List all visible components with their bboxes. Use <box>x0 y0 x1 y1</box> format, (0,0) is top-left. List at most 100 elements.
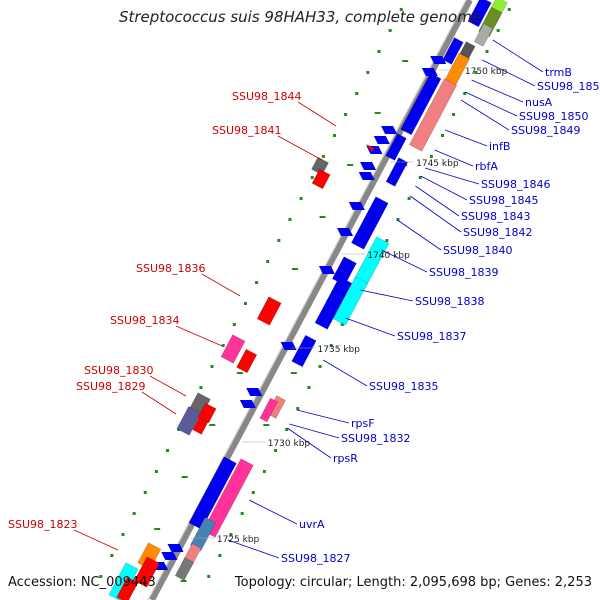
gene-blue <box>363 196 389 226</box>
gene-slateblue <box>176 406 202 436</box>
gene-label: uvrA <box>299 518 325 531</box>
track-dot <box>396 218 400 221</box>
leader-line <box>322 359 368 387</box>
leader-line-left <box>277 135 323 161</box>
forward-arrow <box>167 544 184 552</box>
gene-salmon-body <box>408 78 458 152</box>
leader-line <box>492 39 544 73</box>
track-dot <box>299 197 303 200</box>
gene-label: SSU98_1852 <box>537 80 600 93</box>
forward-arrow <box>358 172 375 180</box>
track-dot <box>229 533 233 536</box>
small-red-marker <box>366 144 374 152</box>
track-dot <box>221 344 225 347</box>
forward-arrow <box>381 126 398 134</box>
track-dot <box>210 365 214 368</box>
forward-arrow <box>421 68 438 76</box>
track-dot <box>166 449 170 452</box>
gene-cyan <box>332 276 369 326</box>
track-dot <box>266 260 270 263</box>
track-dot <box>318 365 322 368</box>
gene-blue-body <box>351 218 377 250</box>
gene-label-left: SSU98_1823 <box>8 518 78 531</box>
gene-gray <box>311 156 329 176</box>
gene-red <box>236 348 258 374</box>
track-dot <box>288 218 292 221</box>
gene-gray-body <box>311 156 329 176</box>
gene-label: SSU98_1832 <box>341 432 411 445</box>
leader-line <box>415 185 460 217</box>
leader-line <box>465 91 518 117</box>
gene-label: SSU98_1849 <box>511 124 581 137</box>
leader-line <box>409 195 462 233</box>
track-dot <box>255 281 259 284</box>
genome-title: Streptococcus suis 98HAH33, complete gen… <box>118 8 482 26</box>
track-dash <box>319 216 326 218</box>
gene-blue <box>314 276 353 330</box>
gene-red-body <box>311 168 331 190</box>
gene-red-body <box>197 402 217 424</box>
track-dot <box>332 134 336 137</box>
track-dot <box>418 176 422 179</box>
leader-line-left <box>149 375 187 397</box>
gene-pink-body <box>259 397 278 423</box>
track-dot <box>340 323 344 326</box>
leader-line <box>471 79 524 103</box>
gene-label-left: SSU98_1836 <box>136 262 206 275</box>
gene-blue-body <box>291 334 317 368</box>
gene-pink <box>259 397 278 423</box>
gene-blue <box>442 37 464 65</box>
track-dot <box>274 449 278 452</box>
gene-blue-body <box>442 37 464 65</box>
gene-label: SSU98_1835 <box>369 380 439 393</box>
forward-arrow <box>373 136 390 144</box>
gene-blue <box>385 133 407 161</box>
track-dot <box>377 50 381 53</box>
backbone-highlight <box>147 0 467 600</box>
leader-line-left <box>201 273 241 297</box>
gene-label-left: SSU98_1834 <box>110 314 180 327</box>
track-dot <box>207 575 211 578</box>
leader-line <box>460 99 510 131</box>
kbp-tick-label: 1740 kbp <box>367 251 410 261</box>
gene-label: SSU98_1845 <box>469 194 539 207</box>
track-dot <box>121 533 125 536</box>
gene-pink-body <box>220 334 246 364</box>
gene-label-left: SSU98_1829 <box>76 380 146 393</box>
track-dash <box>180 580 187 582</box>
gene-label: SSU98_1846 <box>481 178 551 191</box>
gene-label: rbfA <box>475 160 498 173</box>
gene-label: rpsF <box>351 417 375 430</box>
track-dot <box>154 470 158 473</box>
track-dot <box>463 92 467 95</box>
track-dot <box>240 512 244 515</box>
leader-line <box>397 219 442 251</box>
track-dot <box>143 491 147 494</box>
leader-line <box>482 59 536 87</box>
track-dot <box>474 71 478 74</box>
gene-gray <box>174 557 195 581</box>
gene-blue-body <box>385 133 407 161</box>
forward-arrow <box>360 162 377 170</box>
kbp-tick-label: 1730 kbp <box>268 439 311 449</box>
forward-arrow <box>161 552 178 560</box>
gene-label: SSU98_1839 <box>429 266 499 279</box>
track-dot <box>199 386 203 389</box>
gene-label-left: SSU98_1844 <box>232 90 302 103</box>
track-dash <box>290 372 297 374</box>
track-dot <box>243 302 247 305</box>
gene-blue <box>385 157 409 187</box>
track-dot <box>310 176 314 179</box>
gene-red-body <box>133 556 160 588</box>
gene-red-body <box>192 417 209 435</box>
leader-line-left <box>297 101 337 127</box>
topology-text: Topology: circular; Length: 2,095,698 bp… <box>234 575 592 590</box>
gene-blue-long <box>188 456 237 530</box>
kbp-tick-label: 1745 kbp <box>416 159 459 169</box>
track-dash <box>263 424 270 426</box>
gene-label: rpsR <box>333 452 358 465</box>
track-dot <box>132 512 136 515</box>
gene-light-gray <box>473 23 494 47</box>
gene-red-body <box>256 296 282 326</box>
